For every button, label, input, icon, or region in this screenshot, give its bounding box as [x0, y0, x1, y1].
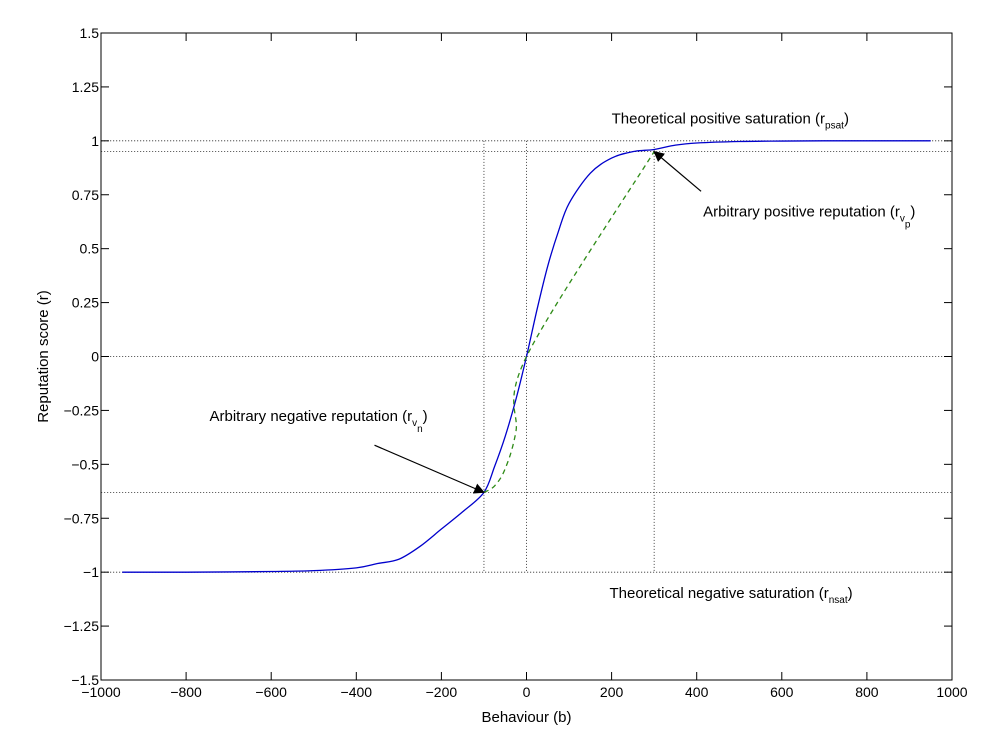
annotation-arrow	[653, 150, 702, 192]
y-tick-label: −0.75	[64, 510, 100, 526]
x-tick-label: 400	[685, 684, 709, 700]
annotation-label: Arbitrary negative reputation (rvn)	[210, 408, 428, 435]
y-tick-label: 1.25	[72, 79, 99, 95]
y-tick-label: 0.5	[80, 241, 100, 257]
annotation-label: Theoretical negative saturation (rnsat)	[609, 585, 852, 606]
y-tick-label: −1	[83, 564, 99, 580]
annotation-label: Arbitrary positive reputation (rvp)	[703, 203, 915, 230]
x-tick-label: 0	[523, 684, 531, 700]
y-tick-label: 1.5	[80, 25, 100, 41]
x-tick-label: 600	[770, 684, 794, 700]
annotation-arrow	[374, 444, 485, 494]
x-tick-label: −400	[341, 684, 373, 700]
x-tick-label: 200	[600, 684, 624, 700]
y-tick-label: 0.25	[72, 295, 99, 311]
y-axis-title: Reputation score (r)	[35, 290, 52, 423]
x-tick-label: −600	[255, 684, 287, 700]
y-tick-label: 0	[91, 349, 99, 365]
ticks: −1000 −800 −600 −400 −200 0 200 400 600 800 1000 −1…	[64, 25, 968, 700]
y-tick-label: 0.75	[72, 187, 99, 203]
x-tick-label: 800	[855, 684, 879, 700]
annotations: Theoretical positive saturation (rpsat) A…	[210, 111, 916, 606]
y-tick-label: −0.25	[64, 402, 100, 418]
x-tick-label: −800	[170, 684, 202, 700]
series-line-dashed-curve	[483, 151, 655, 493]
y-tick-label: −0.5	[71, 456, 99, 472]
series	[122, 140, 931, 573]
x-axis-title: Behaviour (b)	[481, 709, 571, 726]
x-tick-label: −200	[426, 684, 458, 700]
x-tick-label: −1000	[81, 684, 121, 700]
y-tick-label: 1	[91, 133, 99, 149]
annotation-label: Theoretical positive saturation (rpsat)	[612, 111, 849, 132]
y-tick-label: −1.25	[64, 618, 100, 634]
y-tick-label: −1.5	[71, 672, 99, 688]
series-line-reputation-curve	[122, 140, 931, 573]
x-tick-label: 1000	[936, 684, 967, 700]
